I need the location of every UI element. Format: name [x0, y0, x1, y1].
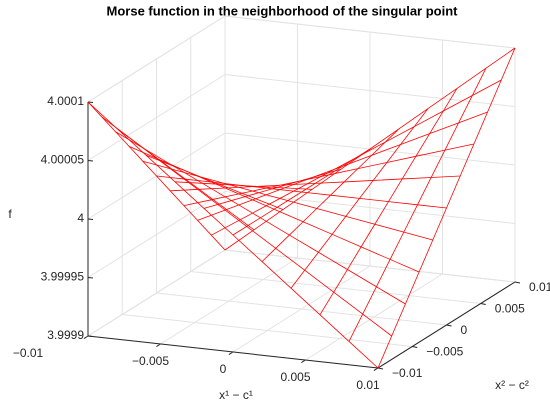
x-tick-label: 0.005	[280, 370, 310, 384]
grid-line	[87, 15, 226, 103]
grid-line	[87, 191, 226, 278]
tick-mark	[87, 160, 94, 162]
tick-mark	[87, 101, 94, 103]
z-tick-label: 4	[77, 211, 84, 225]
tick-mark	[83, 335, 89, 340]
mesh-line	[348, 68, 487, 342]
z-axis-label: f	[8, 207, 12, 221]
tick-mark	[480, 303, 486, 305]
tick-mark	[373, 367, 379, 372]
z-tick-label: 4.0001	[47, 94, 84, 108]
grid-line	[224, 249, 516, 283]
tick-mark	[377, 367, 384, 370]
z-tick-label: 3.9999	[47, 328, 84, 342]
mesh-line	[261, 128, 400, 262]
mesh-line	[319, 88, 458, 316]
mesh-line	[377, 47, 516, 369]
z-tick-label: 3.99995	[41, 270, 85, 284]
grid-line	[156, 292, 447, 326]
tick-mark	[446, 324, 452, 327]
tick-mark	[87, 218, 94, 220]
tick-mark	[228, 351, 234, 356]
grid-line	[224, 74, 516, 107]
y-tick-label: 0	[461, 323, 468, 337]
x-tick-label: −0.005	[132, 354, 169, 368]
y-tick-label: 0.01	[529, 280, 550, 294]
mesh-line	[145, 154, 284, 210]
x-tick-label: −0.01	[13, 346, 44, 360]
grid-line	[87, 74, 226, 161]
z-tick-label: 4.00005	[41, 153, 85, 167]
mesh-line	[203, 168, 342, 209]
y-tick-label: −0.005	[426, 345, 463, 359]
mesh-line	[116, 128, 255, 231]
grid-line	[122, 314, 413, 347]
chart-title: Morse function in the neighborhood of th…	[107, 3, 459, 18]
y-tick-label: −0.01	[392, 366, 423, 380]
x-axis-line	[87, 335, 379, 369]
mesh-line	[87, 101, 226, 251]
mesh-line	[232, 148, 371, 236]
y-axis-label: x² − c²	[495, 378, 529, 392]
x-axis-label: x¹ − c¹	[219, 388, 253, 402]
tick-mark	[301, 359, 306, 364]
y-tick-label: 0.005	[495, 302, 525, 316]
tick-mark	[412, 346, 418, 348]
tick-mark	[514, 281, 521, 284]
mesh-line	[174, 181, 313, 190]
tick-mark	[87, 277, 94, 279]
grid-line	[87, 249, 226, 337]
y-axis-line	[377, 281, 516, 369]
tick-mark	[156, 343, 161, 348]
x-tick-label: 0	[220, 362, 227, 376]
x-tick-label: 0.01	[356, 378, 380, 392]
grid-line	[190, 271, 481, 304]
mesh-line	[290, 108, 429, 289]
grid-line	[224, 15, 516, 49]
